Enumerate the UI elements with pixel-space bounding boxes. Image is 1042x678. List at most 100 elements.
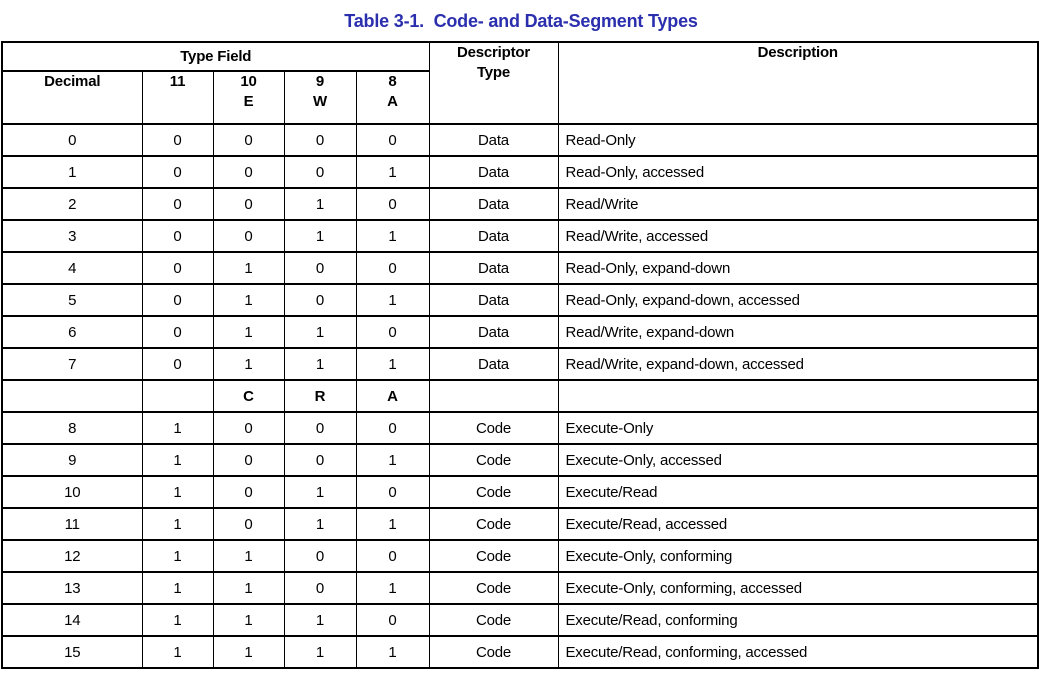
table-row: 13 1 1 0 1 Code Execute-Only, conforming, acce… bbox=[1, 571, 1039, 605]
descriptor-type-cell: Code bbox=[428, 507, 559, 541]
table-body: 0 0 0 0 0 Data Read-Only 1 0 0 0 1 Data Read-Only, ac… bbox=[1, 123, 1039, 669]
bit11-cell: 0 bbox=[141, 251, 214, 285]
bit9-cell: 0 bbox=[283, 539, 357, 573]
bit10-cell: 0 bbox=[212, 155, 285, 189]
descriptor-type-cell: Data bbox=[428, 123, 559, 157]
bit11-cell: 0 bbox=[141, 187, 214, 221]
bit8-cell: 1 bbox=[355, 635, 430, 669]
decimal-cell: 1 bbox=[1, 155, 143, 189]
table-header: Type Field Descriptor Type Description D… bbox=[1, 41, 1039, 125]
bit9-cell: 0 bbox=[283, 123, 357, 157]
bit10-cell: 0 bbox=[212, 123, 285, 157]
header-descriptor-type: Descriptor Type bbox=[428, 41, 559, 125]
bit11-cell: 0 bbox=[141, 347, 214, 381]
table-row: 6 0 1 1 0 Data Read/Write, expand-down bbox=[1, 315, 1039, 349]
bit8-cell: 1 bbox=[355, 347, 430, 381]
bit9-cell: 1 bbox=[283, 507, 357, 541]
bit10-cell: 1 bbox=[212, 571, 285, 605]
bit11-cell: 1 bbox=[141, 507, 214, 541]
bit8-cell: 0 bbox=[355, 539, 430, 573]
bit8-cell: A bbox=[355, 379, 430, 413]
descriptor-type-cell: Code bbox=[428, 635, 559, 669]
bit8-cell: 0 bbox=[355, 475, 430, 509]
bit11-cell: 1 bbox=[141, 539, 214, 573]
descriptor-type-cell: Code bbox=[428, 475, 559, 509]
bit11-cell: 0 bbox=[141, 155, 214, 189]
bit8-cell: 0 bbox=[355, 603, 430, 637]
header-bit-8-a: 8 A bbox=[355, 70, 430, 125]
header-row-2: Decimal 11 10 E 9 W 8 A bbox=[1, 70, 1038, 125]
table-row: 11 1 0 1 1 Code Execute/Read, accessed bbox=[1, 507, 1039, 541]
bit10-cell: 0 bbox=[212, 411, 285, 445]
decimal-cell: 6 bbox=[1, 315, 143, 349]
bit11-cell: 1 bbox=[141, 603, 214, 637]
header-type-field: Type Field bbox=[1, 41, 430, 72]
table-row: 1 0 0 0 1 Data Read-Only, accessed bbox=[1, 155, 1039, 189]
table-row: 10 1 0 1 0 Code Execute/Read bbox=[1, 475, 1039, 509]
description-cell: Execute-Only, accessed bbox=[557, 443, 1039, 477]
descriptor-type-cell: Data bbox=[428, 187, 559, 221]
bit11-cell: 1 bbox=[141, 635, 214, 669]
bit9-cell: 1 bbox=[283, 603, 357, 637]
decimal-cell: 4 bbox=[1, 251, 143, 285]
bit8-cell: 1 bbox=[355, 571, 430, 605]
bit8-cell: 0 bbox=[355, 187, 430, 221]
description-cell: Execute-Only bbox=[557, 411, 1039, 445]
bit10-cell: 1 bbox=[212, 347, 285, 381]
bit11-cell: 1 bbox=[141, 411, 214, 445]
bit10-cell: 1 bbox=[212, 251, 285, 285]
bit11-cell: 0 bbox=[141, 219, 214, 253]
decimal-cell: 14 bbox=[1, 603, 143, 637]
bit9-cell: 1 bbox=[283, 219, 357, 253]
bit8-cell: 0 bbox=[355, 123, 430, 157]
description-cell: Read-Only, expand-down bbox=[557, 251, 1039, 285]
bit9-cell: 0 bbox=[283, 443, 357, 477]
decimal-cell: 5 bbox=[1, 283, 143, 317]
description-cell: Read/Write bbox=[557, 187, 1039, 221]
descriptor-type-cell bbox=[428, 379, 559, 413]
table-row: 9 1 0 0 1 Code Execute-Only, accessed bbox=[1, 443, 1039, 477]
decimal-cell bbox=[1, 379, 143, 413]
description-cell: Execute/Read, accessed bbox=[557, 507, 1039, 541]
description-cell: Execute-Only, conforming, accessed bbox=[557, 571, 1039, 605]
bit8-cell: 0 bbox=[355, 315, 430, 349]
descriptor-type-cell: Data bbox=[428, 283, 559, 317]
description-cell: Execute-Only, conforming bbox=[557, 539, 1039, 573]
bit9-cell: 1 bbox=[283, 635, 357, 669]
decimal-cell: 2 bbox=[1, 187, 143, 221]
table-row: 0 0 0 0 0 Data Read-Only bbox=[1, 123, 1039, 157]
bit10-cell: C bbox=[212, 379, 285, 413]
decimal-cell: 0 bbox=[1, 123, 143, 157]
bit10-cell: 1 bbox=[212, 635, 285, 669]
descriptor-type-cell: Data bbox=[428, 315, 559, 349]
descriptor-type-cell: Code bbox=[428, 443, 559, 477]
bit9-cell: 0 bbox=[283, 571, 357, 605]
table-row: 8 1 0 0 0 Code Execute-Only bbox=[1, 411, 1039, 445]
table-row: 4 0 1 0 0 Data Read-Only, expand-down bbox=[1, 251, 1039, 285]
descriptor-type-cell: Data bbox=[428, 155, 559, 189]
bit11-cell: 1 bbox=[141, 443, 214, 477]
bit11-cell: 0 bbox=[141, 283, 214, 317]
bit9-cell: 0 bbox=[283, 283, 357, 317]
header-bit-9-w: 9 W bbox=[283, 70, 357, 125]
description-cell: Read-Only bbox=[557, 123, 1039, 157]
decimal-cell: 10 bbox=[1, 475, 143, 509]
bit8-cell: 1 bbox=[355, 283, 430, 317]
header-bit-11: 11 bbox=[141, 70, 214, 125]
decimal-cell: 7 bbox=[1, 347, 143, 381]
decimal-cell: 8 bbox=[1, 411, 143, 445]
bit8-cell: 1 bbox=[355, 155, 430, 189]
descriptor-type-cell: Code bbox=[428, 539, 559, 573]
table-row: 15 1 1 1 1 Code Execute/Read, conforming, acce… bbox=[1, 635, 1039, 669]
bit11-cell: 0 bbox=[141, 123, 214, 157]
decimal-cell: 9 bbox=[1, 443, 143, 477]
bit8-cell: 1 bbox=[355, 219, 430, 253]
table-row: 2 0 0 1 0 Data Read/Write bbox=[1, 187, 1039, 221]
table-row: 12 1 1 0 0 Code Execute-Only, conforming bbox=[1, 539, 1039, 573]
header-bit-10-e: 10 E bbox=[212, 70, 285, 125]
bit8-cell: 1 bbox=[355, 443, 430, 477]
bit9-cell: R bbox=[283, 379, 357, 413]
segment-types-table: Type Field Descriptor Type Description D… bbox=[1, 41, 1039, 669]
description-cell: Execute/Read bbox=[557, 475, 1039, 509]
